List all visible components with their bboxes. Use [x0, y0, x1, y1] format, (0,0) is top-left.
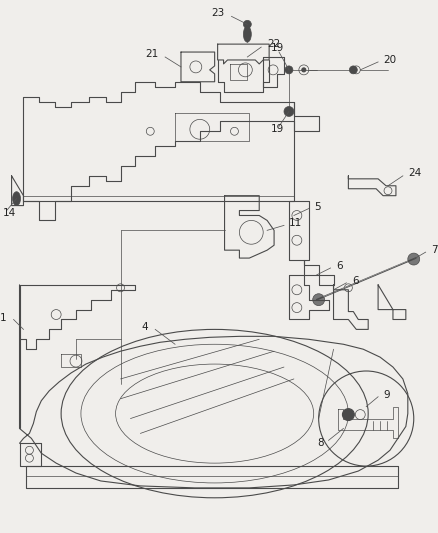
Text: 5: 5 [314, 201, 320, 212]
Text: 23: 23 [211, 9, 225, 19]
Text: 4: 4 [141, 322, 148, 333]
Text: 7: 7 [431, 245, 438, 255]
Circle shape [313, 294, 325, 305]
Circle shape [244, 20, 251, 28]
Text: 19: 19 [270, 124, 284, 134]
Circle shape [343, 409, 354, 421]
Circle shape [284, 107, 294, 116]
Circle shape [408, 253, 420, 265]
Text: 21: 21 [145, 49, 158, 59]
Text: 19: 19 [270, 43, 284, 53]
Text: 14: 14 [3, 207, 16, 217]
Text: 11: 11 [289, 219, 302, 229]
Circle shape [285, 66, 293, 74]
Text: 20: 20 [383, 55, 396, 65]
Circle shape [302, 68, 306, 72]
Ellipse shape [13, 192, 21, 206]
Text: 9: 9 [383, 390, 390, 400]
Text: 6: 6 [352, 276, 359, 286]
Text: 8: 8 [317, 438, 324, 448]
Circle shape [350, 66, 357, 74]
Text: 1: 1 [0, 312, 7, 322]
Text: 22: 22 [267, 39, 280, 49]
Text: 6: 6 [336, 261, 343, 271]
Text: 24: 24 [408, 168, 421, 178]
Ellipse shape [244, 26, 251, 42]
